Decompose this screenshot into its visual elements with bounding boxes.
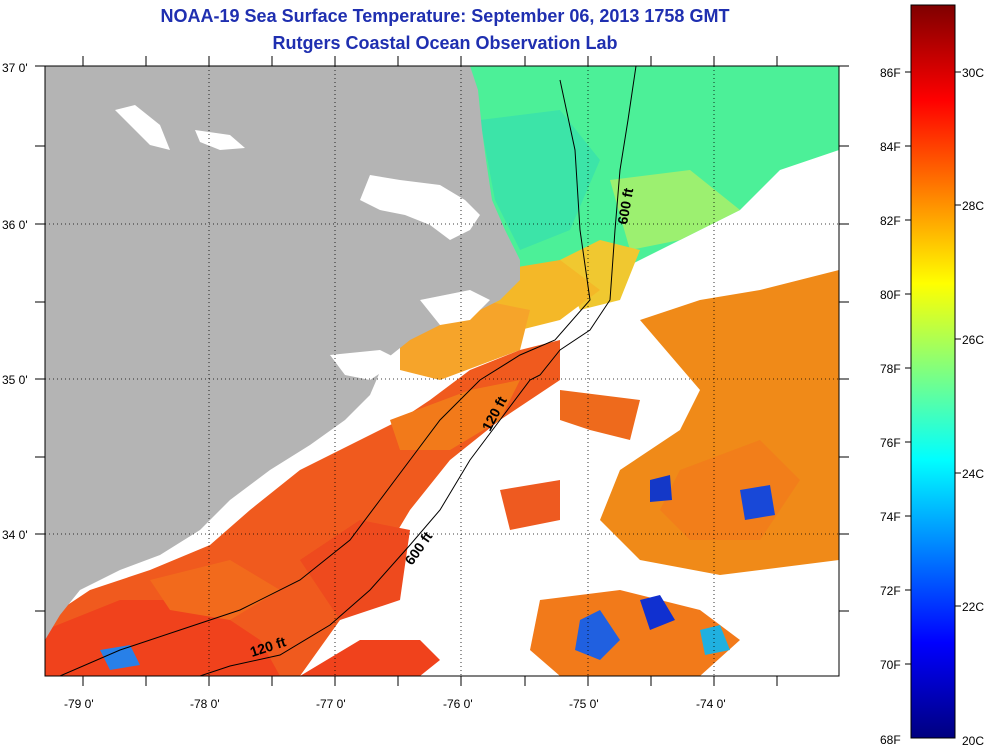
lon-tick-74: -74 0' xyxy=(696,697,726,711)
lon-tick-75: -75 0' xyxy=(569,697,599,711)
longitude-axis: -79 0' -78 0' -77 0' -76 0' -75 0' -74 0… xyxy=(64,56,778,711)
lat-tick-35: 35 0' xyxy=(2,373,28,387)
lon-tick-79: -79 0' xyxy=(64,697,94,711)
lat-tick-34: 34 0' xyxy=(2,528,28,542)
lon-tick-76: -76 0' xyxy=(443,697,473,711)
lon-tick-77: -77 0' xyxy=(316,697,346,711)
map-frame xyxy=(44,65,840,677)
lon-tick-78: -78 0' xyxy=(190,697,220,711)
latitude-axis: 37 0' 36 0' 35 0' 34 0' xyxy=(2,61,849,612)
map-subtitle: Rutgers Coastal Ocean Observation Lab xyxy=(272,33,618,53)
lat-tick-36: 36 0' xyxy=(2,218,28,232)
bathymetry-contours xyxy=(59,66,637,676)
lat-tick-37: 37 0' xyxy=(2,61,28,75)
map-title: NOAA-19 Sea Surface Temperature: Septemb… xyxy=(160,6,730,26)
contour-label-600-north: 600 ft xyxy=(614,186,636,225)
graticule xyxy=(45,66,839,676)
map-plot-area xyxy=(45,66,839,676)
